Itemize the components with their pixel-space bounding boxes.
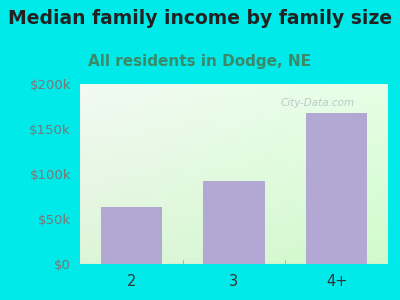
Text: All residents in Dodge, NE: All residents in Dodge, NE bbox=[88, 54, 312, 69]
Text: Median family income by family size: Median family income by family size bbox=[8, 9, 392, 28]
Bar bbox=[203, 181, 265, 264]
Bar bbox=[306, 113, 368, 264]
Bar bbox=[100, 207, 162, 264]
Text: City-Data.com: City-Data.com bbox=[280, 98, 354, 108]
